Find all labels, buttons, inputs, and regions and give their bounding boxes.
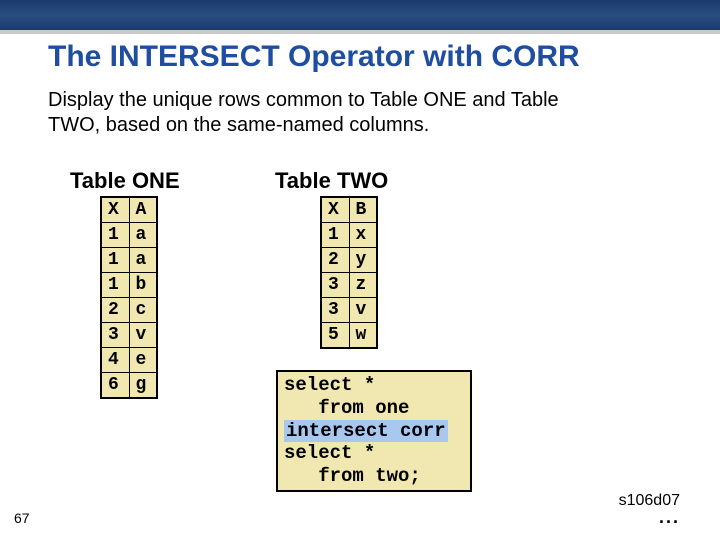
- table-cell: 1: [321, 223, 349, 248]
- table-cell: c: [129, 298, 157, 323]
- sql-code-box: select * from oneintersect corrselect * …: [276, 370, 472, 492]
- table-two-wrap: Table TWO: [275, 168, 388, 196]
- table-header-cell: A: [129, 197, 157, 223]
- page-title: The INTERSECT Operator with CORR: [48, 40, 580, 74]
- table-one: XA1a1a1b2c3v4e6g: [100, 196, 158, 399]
- code-highlight: intersect corr: [284, 420, 448, 442]
- table-cell: a: [129, 248, 157, 273]
- table-one-title: Table ONE: [70, 168, 180, 194]
- table-header-cell: X: [101, 197, 129, 223]
- table-cell: 3: [321, 298, 349, 323]
- table-one-wrap: Table ONE: [70, 168, 180, 196]
- code-line: intersect corr: [284, 420, 464, 443]
- table-row: 2y: [321, 248, 377, 273]
- code-line: select *: [284, 442, 464, 465]
- table-row: 2c: [101, 298, 157, 323]
- table-row: 1a: [101, 223, 157, 248]
- table-cell: z: [349, 273, 377, 298]
- table-cell: v: [349, 298, 377, 323]
- table-row: 1b: [101, 273, 157, 298]
- table-cell: v: [129, 323, 157, 348]
- table-cell: a: [129, 223, 157, 248]
- table-cell: w: [349, 323, 377, 349]
- table-cell: e: [129, 348, 157, 373]
- table-cell: x: [349, 223, 377, 248]
- table-cell: b: [129, 273, 157, 298]
- table-cell: 2: [101, 298, 129, 323]
- table-cell: 1: [101, 223, 129, 248]
- code-line: select *: [284, 374, 464, 397]
- table-cell: 1: [101, 248, 129, 273]
- code-line: from two;: [284, 465, 464, 488]
- table-cell: y: [349, 248, 377, 273]
- table-cell: g: [129, 373, 157, 399]
- header-band: [0, 0, 720, 30]
- table-row: 1x: [321, 223, 377, 248]
- table-cell: 5: [321, 323, 349, 349]
- table-two: XB1x2y3z3v5w: [320, 196, 378, 349]
- continuation-dots: ...: [659, 507, 680, 528]
- table-two-title: Table TWO: [275, 168, 388, 194]
- code-line: from one: [284, 397, 464, 420]
- table-header-cell: B: [349, 197, 377, 223]
- table-cell: 1: [101, 273, 129, 298]
- table-row: 5w: [321, 323, 377, 349]
- page-number: 67: [14, 510, 30, 526]
- table-cell: 6: [101, 373, 129, 399]
- table-row: 3v: [321, 298, 377, 323]
- table-header-cell: X: [321, 197, 349, 223]
- table-row: 4e: [101, 348, 157, 373]
- table-row: 1a: [101, 248, 157, 273]
- table-cell: 3: [101, 323, 129, 348]
- table-cell: 3: [321, 273, 349, 298]
- table-row: 6g: [101, 373, 157, 399]
- table-row: 3v: [101, 323, 157, 348]
- table-row: 3z: [321, 273, 377, 298]
- table-cell: 2: [321, 248, 349, 273]
- table-cell: 4: [101, 348, 129, 373]
- description-text: Display the unique rows common to Table …: [48, 88, 588, 138]
